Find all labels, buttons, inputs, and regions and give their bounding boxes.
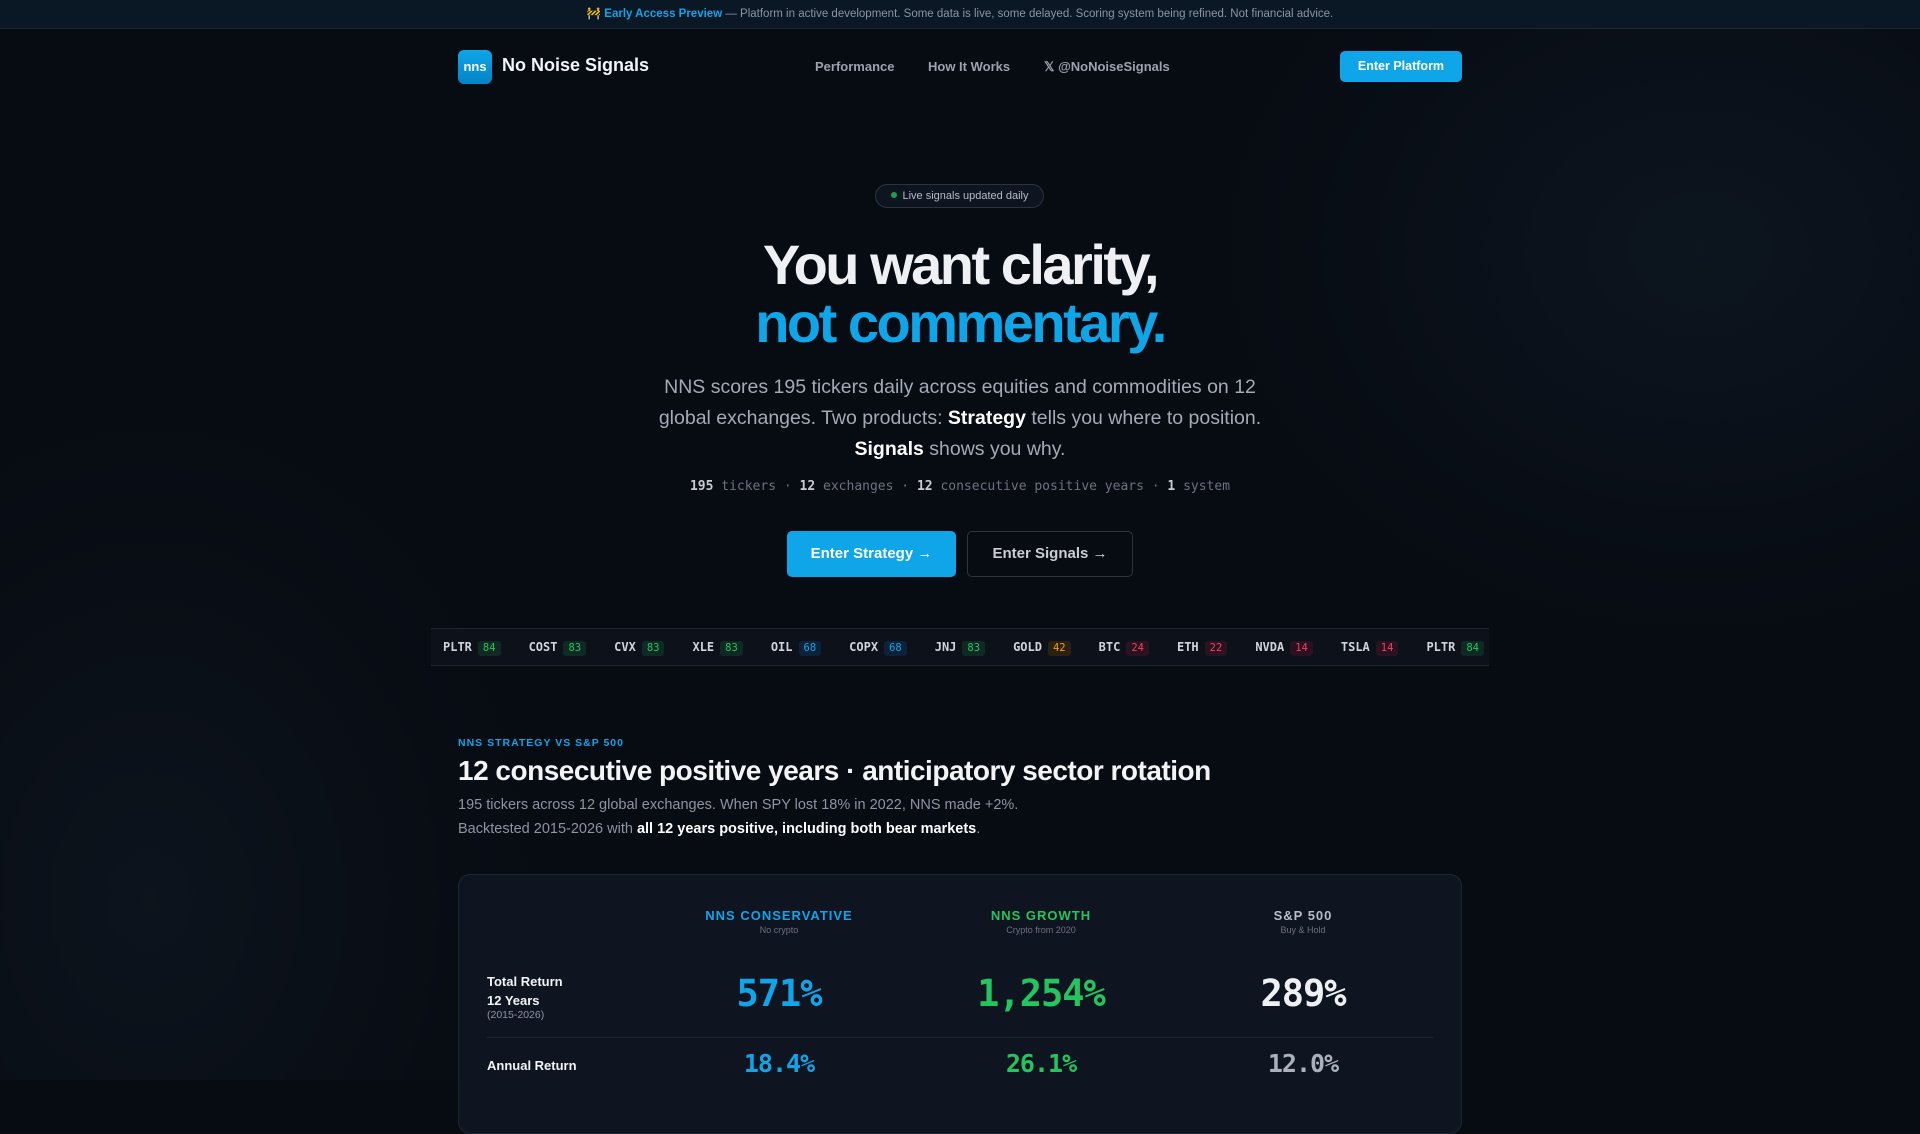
banner-text: — Platform in active development. Some d… (722, 8, 1334, 20)
ticker-item[interactable]: NVDA 14 (1255, 629, 1313, 665)
ticker-item[interactable]: GOLD 42 (1013, 629, 1071, 665)
nav-how-it-works[interactable]: How It Works (928, 59, 1011, 74)
ticker-symbol: ETH (1176, 640, 1199, 654)
col-growth-sub: Crypto from 2020 (1006, 925, 1076, 935)
stat-number: 195 (689, 479, 714, 494)
banner-title: Early Access Preview (604, 8, 723, 20)
ticker-item[interactable]: COPX 68 (849, 629, 907, 665)
ticker-symbol: COPX (849, 640, 879, 654)
stat-number: 12 (799, 479, 816, 494)
ticker-item[interactable]: ETH 22 (1176, 629, 1228, 665)
nav-twitter[interactable]: 𝕏 @NoNoiseSignals (1044, 59, 1170, 74)
ticker-strip: PLTR 84 COST 83 CVX 83 XLE 83 OIL 68 COPX 68 JNJ 83 GO… (431, 628, 1489, 666)
ticker-item[interactable]: COST 83 (528, 629, 587, 665)
section-label: NNS STRATEGY VS S&P 500 (458, 737, 624, 749)
ticker-symbol: PLTR (1426, 640, 1456, 654)
ticker-item[interactable]: BTC 24 (1098, 629, 1149, 665)
para-strategy: Strategy (947, 407, 1026, 429)
ticker-item[interactable]: PLTR 84 (443, 629, 501, 665)
section-title: 12 consecutive positive years · anticipa… (458, 755, 1211, 786)
ticker-item[interactable]: PLTR 84 (1426, 629, 1484, 665)
enter-signals-button[interactable]: Enter Signals → (967, 531, 1133, 577)
stat-number: 1 (1167, 479, 1176, 494)
row-label: Annual Return (487, 1058, 577, 1073)
ticker-score-badge: 14 (1290, 641, 1313, 656)
hero-title-line2: not commentary. (755, 291, 1167, 354)
section-desc-2: Backtested 2015-2026 with all 12 years p… (458, 821, 980, 837)
ticker-score-badge: 83 (563, 641, 587, 656)
construction-icon: 🚧 (586, 8, 605, 20)
desc-text: . (976, 821, 981, 837)
pill-text: Live signals updated daily (902, 190, 1029, 202)
hero-stats: 195 tickers · 12 exchanges · 12 consecut… (689, 479, 1231, 494)
annual-return-growth: 26.1% (1005, 1049, 1077, 1078)
stat-number: 12 (916, 479, 933, 494)
col-conservative: NNS CONSERVATIVE (705, 908, 853, 923)
enter-platform-button[interactable]: Enter Platform (1340, 51, 1462, 82)
row-label-sub: 12 Years (487, 993, 540, 1008)
ticker-item[interactable]: OIL 68 (770, 629, 822, 665)
hero-title-line1: You want clarity, (762, 233, 1160, 296)
ticker-score-badge: 24 (1126, 641, 1149, 656)
para-text: NNS scores 195 tickers daily across equi… (658, 376, 1256, 429)
hero-description: NNS scores 195 tickers daily across equi… (640, 372, 1280, 465)
stat-label: consecutive positive years (940, 479, 1144, 494)
enter-strategy-button[interactable]: Enter Strategy → (787, 531, 956, 577)
para-signals: Signals (854, 438, 924, 460)
ticker-score-badge: 83 (720, 641, 743, 656)
stat-label: tickers (721, 479, 777, 494)
status-dot-icon (890, 192, 897, 198)
ticker-symbol: PLTR (443, 640, 472, 654)
ticker-symbol: JNJ (934, 640, 957, 654)
ticker-score-badge: 84 (1461, 641, 1484, 656)
stat-label: exchanges (823, 479, 894, 494)
ticker-item[interactable]: TSLA 14 (1340, 629, 1399, 665)
early-access-banner: 🚧 Early Access Preview — Platform in act… (0, 0, 1920, 29)
annual-return-conservative: 18.4% (743, 1049, 815, 1078)
logo[interactable]: nns (458, 50, 492, 84)
ticker-score-badge: 22 (1204, 641, 1228, 656)
col-sp500: S&P 500 (1273, 908, 1333, 923)
annual-return-sp500: 12.0% (1267, 1049, 1339, 1078)
ticker-symbol: XLE (692, 640, 715, 654)
ticker-score-badge: 68 (798, 641, 822, 656)
ticker-symbol: TSLA (1340, 640, 1370, 654)
ticker-symbol: GOLD (1013, 640, 1042, 654)
total-return-growth: 1,254% (977, 972, 1106, 1015)
col-conservative-sub: No crypto (759, 925, 799, 935)
row-divider (487, 1037, 1433, 1038)
live-signals-pill: Live signals updated daily (875, 184, 1044, 208)
ticker-score-badge: 68 (884, 641, 907, 656)
col-sp500-sub: Buy & Hold (1280, 925, 1326, 935)
stat-label: system (1183, 479, 1231, 494)
row-label-range: (2015-2026) (487, 1009, 545, 1021)
ticker-score-badge: 42 (1047, 641, 1071, 656)
row-label: Total Return (487, 974, 563, 989)
total-return-sp500: 289% (1260, 972, 1346, 1015)
ticker-symbol: OIL (770, 640, 793, 654)
col-growth: NNS GROWTH (990, 908, 1092, 923)
ticker-symbol: CVX (614, 640, 636, 654)
ticker-item[interactable]: CVX 83 (614, 629, 665, 665)
nav-performance[interactable]: Performance (815, 59, 895, 74)
para-text: shows you why. (923, 438, 1066, 460)
ticker-symbol: COST (528, 640, 558, 654)
ticker-score-badge: 83 (962, 641, 986, 656)
ticker-symbol: NVDA (1255, 640, 1285, 654)
desc-text: Backtested 2015-2026 with (458, 821, 637, 837)
ticker-score-badge: 14 (1375, 641, 1399, 656)
desc-emphasis: all 12 years positive, including both be… (636, 821, 977, 837)
performance-table-card: NNS CONSERVATIVE No crypto NNS GROWTH Cr… (458, 874, 1462, 1134)
para-text: tells you where to position. (1025, 407, 1262, 429)
ticker-item[interactable]: XLE 83 (692, 629, 743, 665)
section-desc-1: 195 tickers across 12 global exchanges. … (458, 797, 1019, 813)
ticker-score-badge: 83 (641, 641, 665, 656)
total-return-conservative: 571% (736, 972, 822, 1015)
ticker-item[interactable]: JNJ 83 (934, 629, 986, 665)
brand-name[interactable]: No Noise Signals (502, 55, 650, 75)
ticker-score-badge: 84 (477, 641, 501, 656)
ticker-symbol: BTC (1098, 640, 1121, 654)
